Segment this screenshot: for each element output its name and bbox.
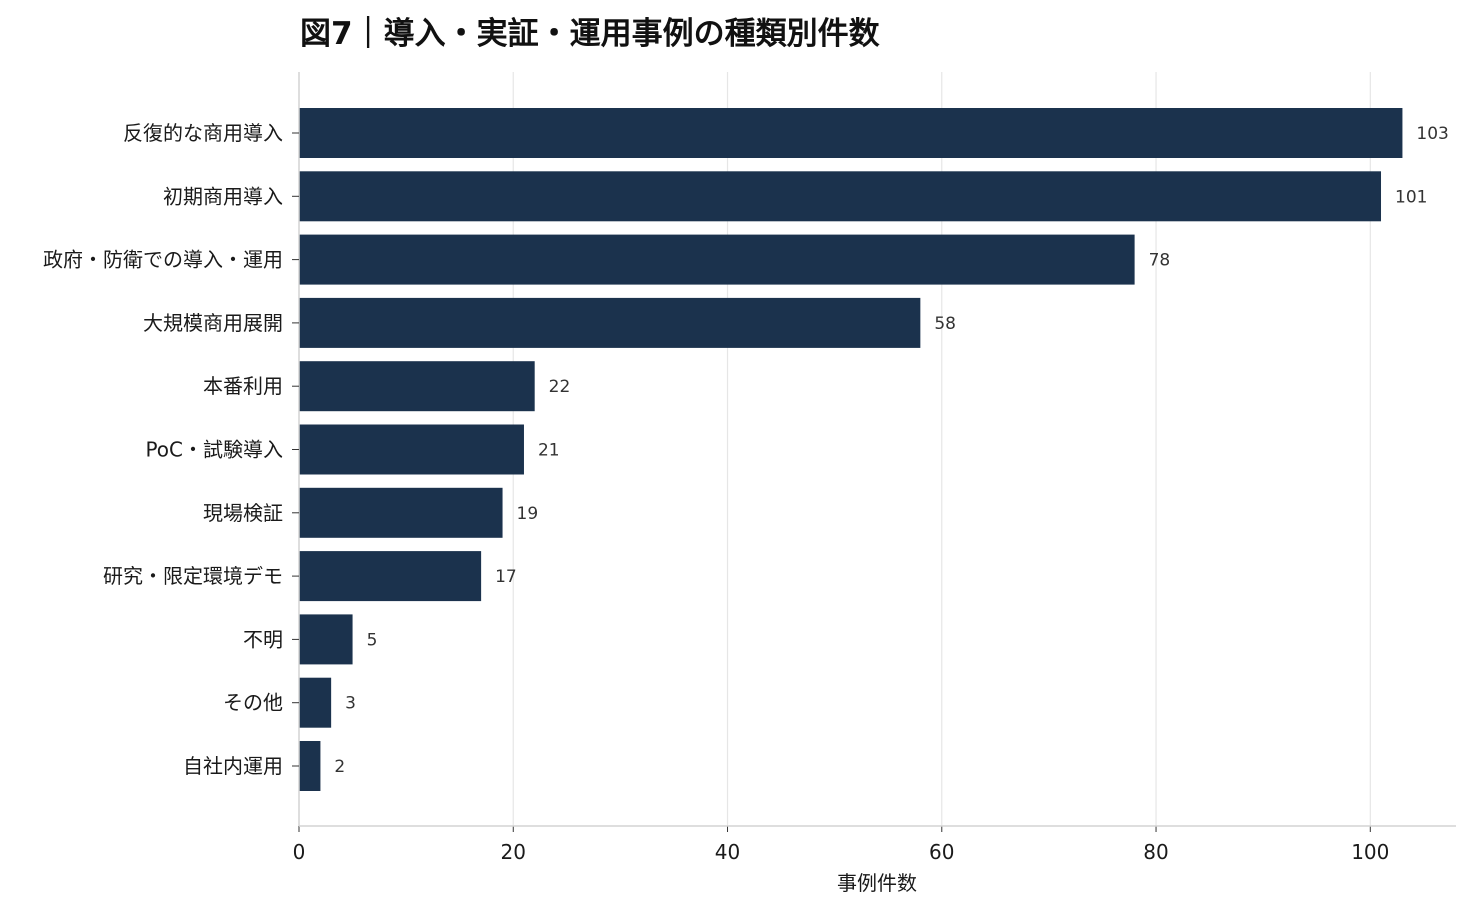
bar-value-label: 103 <box>1416 124 1448 144</box>
x-tick-label: 20 <box>501 840 526 864</box>
bar-value-label: 2 <box>334 757 345 777</box>
x-tick-label: 60 <box>929 840 954 864</box>
y-tick-label: 現場検証 <box>203 501 283 525</box>
bar <box>299 361 535 412</box>
bar <box>299 171 1382 222</box>
bar-value-label: 17 <box>495 567 517 587</box>
bars <box>299 108 1403 791</box>
chart-title: 図7｜導入・実証・運用事例の種類別件数 <box>300 16 880 52</box>
bar-value-labels: 103 101 78 58 22 21 19 17 5 3 2 <box>334 124 1448 777</box>
bar <box>299 487 503 538</box>
bar <box>299 677 332 728</box>
bar-value-label: 5 <box>367 630 378 650</box>
y-tick-label: 反復的な商用導入 <box>123 121 283 145</box>
bar-value-label: 78 <box>1149 251 1171 271</box>
y-tick-label: 政府・防衛での導入・運用 <box>43 248 283 272</box>
x-tick-label: 0 <box>293 840 306 864</box>
x-tick-label: 100 <box>1351 840 1389 864</box>
bar <box>299 297 921 348</box>
y-tick-label: PoC・試験導入 <box>145 438 283 462</box>
x-tick-label: 80 <box>1143 840 1168 864</box>
y-tick-label: その他 <box>223 691 283 715</box>
bar-value-label: 19 <box>517 504 539 524</box>
x-axis-title: 事例件数 <box>837 871 917 895</box>
bar <box>299 741 321 791</box>
y-tick-label: 研究・限定環境デモ <box>103 564 283 588</box>
bar <box>299 234 1135 285</box>
bar <box>299 108 1403 158</box>
bar <box>299 551 482 602</box>
bar-value-label: 21 <box>538 441 560 461</box>
bar-value-label: 101 <box>1395 187 1427 207</box>
axes: 0 20 40 60 80 100 反復的な商用導入初期商用導入政府・防衛での導入・運用大規… <box>43 72 1456 864</box>
bar <box>299 614 353 665</box>
x-tick-label: 40 <box>715 840 740 864</box>
y-tick-label: 自社内運用 <box>183 754 283 778</box>
y-tick-label: 不明 <box>243 627 283 651</box>
y-tick-label: 大規模商用展開 <box>143 311 283 335</box>
bar <box>299 424 524 475</box>
bar-value-label: 3 <box>345 694 356 714</box>
bar-value-label: 58 <box>934 314 956 334</box>
bar-value-label: 22 <box>549 377 571 397</box>
y-tick-label: 本番利用 <box>203 374 283 398</box>
y-tick-label: 初期商用導入 <box>163 184 283 208</box>
